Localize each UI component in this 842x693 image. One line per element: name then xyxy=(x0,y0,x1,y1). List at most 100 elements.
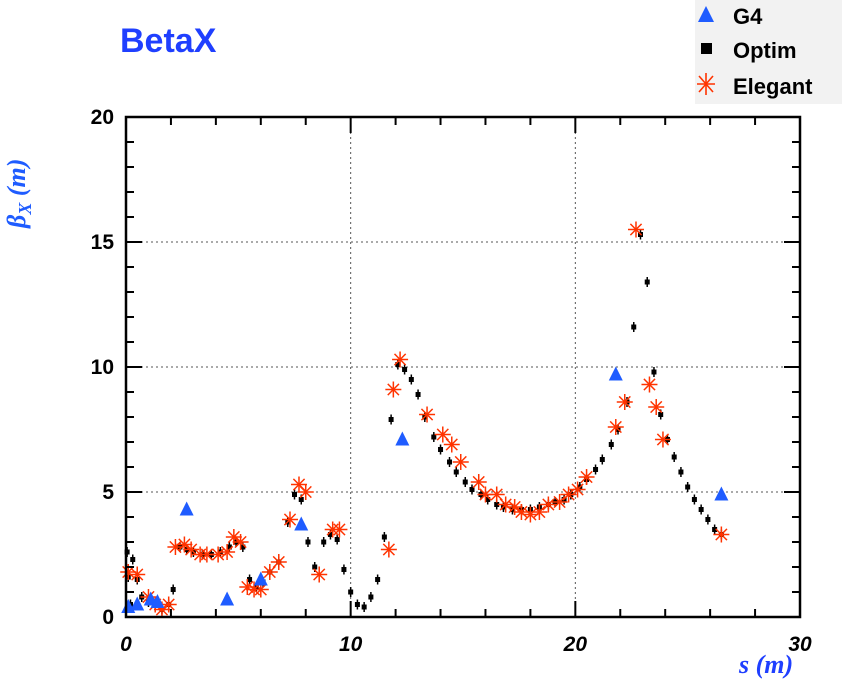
elegant-point-stroke xyxy=(382,543,395,556)
optim-point xyxy=(658,412,664,417)
elegant-point-stroke xyxy=(220,545,234,559)
elegant-point xyxy=(641,376,658,393)
elegant-point xyxy=(434,426,451,443)
optim-point xyxy=(348,589,354,595)
grid-lines xyxy=(126,117,800,617)
elegant-point xyxy=(443,436,460,453)
star-icon xyxy=(697,73,715,95)
elegant-point xyxy=(261,564,278,580)
g4-point xyxy=(608,366,623,381)
optim-point xyxy=(381,534,387,540)
elegant-point-stroke xyxy=(472,475,485,489)
g4-point xyxy=(220,591,235,606)
elegant-point-stroke xyxy=(227,530,240,544)
elegant-point xyxy=(120,564,137,580)
optim-point xyxy=(698,507,704,512)
optim-point xyxy=(170,587,176,592)
elegant-point-stroke xyxy=(643,378,656,391)
elegant-point xyxy=(392,351,409,368)
elegant-point-stroke xyxy=(387,383,400,396)
y-axis-label-subscript: X xyxy=(15,202,36,215)
data-marks xyxy=(120,221,730,618)
elegant-point xyxy=(331,521,348,538)
g4-point xyxy=(150,594,165,608)
tick-labels: 0 10 20 30 0 5 10 15 20 xyxy=(91,106,812,656)
optim-point xyxy=(651,369,657,375)
square-icon xyxy=(701,43,712,54)
optim-point xyxy=(685,484,691,490)
g4-point xyxy=(395,431,410,446)
optim-point xyxy=(644,279,650,285)
elegant-point xyxy=(239,579,256,595)
optim-point xyxy=(599,457,605,462)
elegant-point xyxy=(232,534,249,550)
elegant-point-stroke xyxy=(420,408,434,421)
elegant-point xyxy=(176,536,193,553)
elegant-point-stroke xyxy=(211,548,225,561)
elegant-point-stroke xyxy=(178,538,191,551)
elegant-point-stroke xyxy=(185,543,198,556)
optim-point xyxy=(334,537,340,542)
y-axis-label: βX (m) xyxy=(2,159,36,228)
optim-point xyxy=(305,539,311,545)
elegant-point xyxy=(713,526,730,543)
legend-label-g4: G4 xyxy=(733,4,763,29)
elegant-point-stroke xyxy=(200,548,214,561)
elegant-point xyxy=(219,544,236,560)
elegant-point-stroke xyxy=(122,565,135,579)
triangle-icon xyxy=(698,6,714,22)
optim-point xyxy=(494,502,500,507)
legend-item-optim: Optim xyxy=(695,36,842,64)
elegant-point xyxy=(477,486,494,503)
elegant-point-stroke xyxy=(479,488,492,501)
elegant-point xyxy=(419,406,436,423)
y-tick-label: 0 xyxy=(102,606,114,629)
elegant-point-stroke xyxy=(629,223,643,236)
elegant-point-stroke xyxy=(155,603,169,616)
legend-item-elegant: Elegant xyxy=(695,72,842,100)
elegant-point-stroke xyxy=(272,555,285,569)
legend-label-optim: Optim xyxy=(733,38,797,63)
elegant-point xyxy=(522,506,539,523)
optim-point xyxy=(375,577,381,582)
optim-point xyxy=(341,567,347,572)
optim-point xyxy=(388,417,394,422)
elegant-point-stroke xyxy=(263,565,276,579)
x-tick-label: 30 xyxy=(788,633,812,656)
elegant-point xyxy=(540,496,557,513)
optim-point xyxy=(469,487,475,492)
elegant-point-stroke xyxy=(553,495,566,509)
optim-point xyxy=(678,469,684,475)
elegant-point xyxy=(297,484,314,500)
elegant-point xyxy=(282,511,299,528)
optim-point xyxy=(226,544,232,550)
g4-point xyxy=(253,571,268,586)
elegant-point xyxy=(497,496,514,513)
elegant-point-stroke xyxy=(292,478,306,491)
legend-label-elegant: Elegant xyxy=(733,74,813,99)
y-tick-label: 5 xyxy=(102,481,114,504)
optim-point xyxy=(312,564,318,570)
elegant-point-stroke xyxy=(618,395,631,409)
elegant-point xyxy=(506,499,523,515)
elegant-point xyxy=(210,546,227,563)
elegant-point xyxy=(648,399,665,415)
axis-ticks xyxy=(125,116,801,618)
optim-point xyxy=(438,447,444,452)
elegant-point-stroke xyxy=(299,485,312,499)
y-tick-label: 15 xyxy=(91,231,115,254)
optim-point xyxy=(292,492,297,497)
optim-point xyxy=(671,454,677,460)
elegant-point-stroke xyxy=(436,428,449,441)
elegant-point-stroke xyxy=(562,488,575,501)
legend: G4 Optim Elegant xyxy=(695,0,842,104)
elegant-point-stroke xyxy=(445,438,458,451)
elegant-point xyxy=(380,541,397,558)
optim-point xyxy=(354,602,360,607)
elegant-point-stroke xyxy=(533,505,546,519)
optim-point xyxy=(462,479,468,485)
elegant-point xyxy=(560,486,577,503)
elegant-point-stroke xyxy=(254,583,267,596)
elegant-point-stroke xyxy=(571,483,584,496)
